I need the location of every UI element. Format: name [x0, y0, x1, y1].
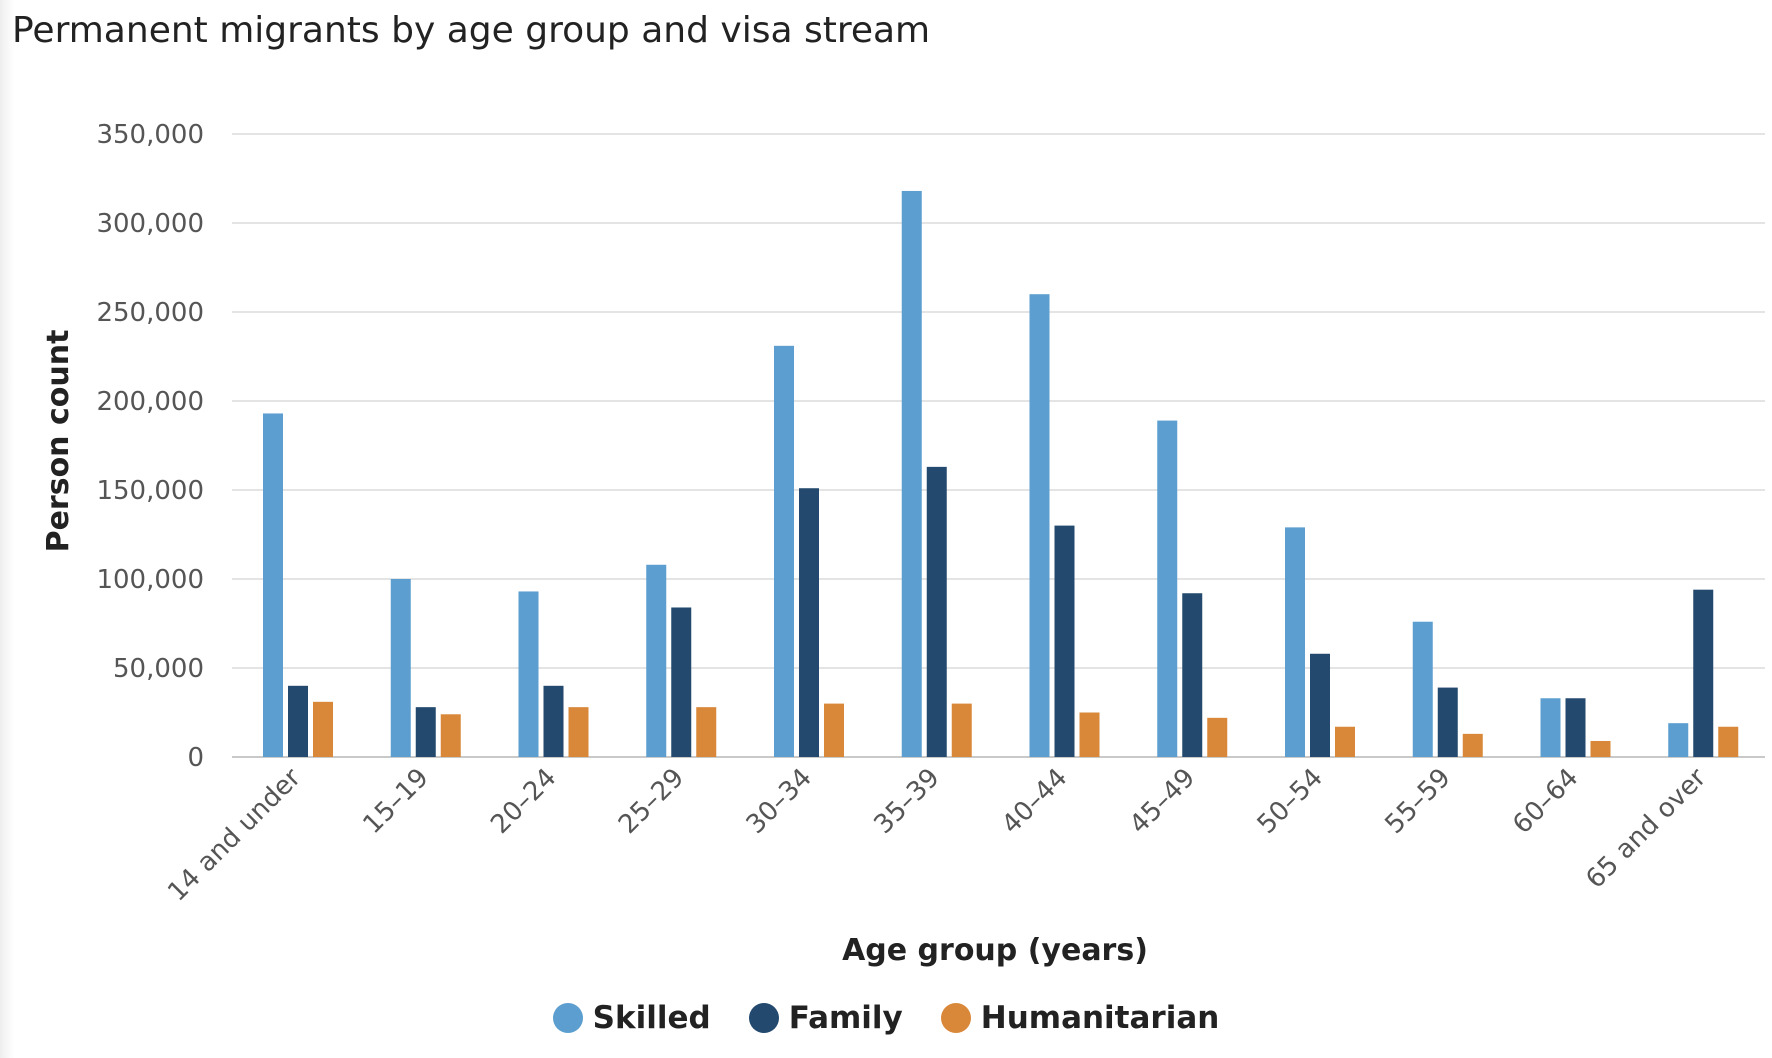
x-tick-label: 65 and over	[1580, 763, 1712, 895]
bar-humanitarian[interactable]	[1718, 726, 1739, 757]
y-axis-ticks: 0 50,000 100,000 150,000 200,000 250,000 300,0…	[96, 120, 204, 773]
x-tick-label: 40–44	[996, 763, 1073, 840]
bar-family[interactable]	[543, 685, 564, 757]
bar-family[interactable]	[1054, 525, 1075, 757]
bar-skilled[interactable]	[1668, 723, 1689, 757]
bar-skilled[interactable]	[1412, 621, 1433, 757]
y-tick-label: 350,000	[96, 120, 204, 150]
bar-skilled[interactable]	[1285, 527, 1305, 757]
bar-family[interactable]	[1310, 653, 1330, 757]
x-tick-label: 45–49	[1124, 763, 1201, 840]
legend-swatch	[552, 1003, 583, 1033]
bar-skilled[interactable]	[1157, 420, 1178, 757]
x-axis-ticks: 14 and under 15–19 20–24 25–29 30–34 35–39 40–…	[162, 763, 1712, 908]
y-tick-label: 50,000	[113, 654, 204, 684]
legend-label: Family	[788, 1000, 903, 1036]
bar-humanitarian[interactable]	[1335, 726, 1355, 757]
bar-family[interactable]	[288, 685, 308, 757]
bar-family[interactable]	[926, 466, 947, 757]
x-tick-label: 15–19	[358, 763, 435, 840]
x-axis-title: Age group (years)	[842, 933, 1148, 968]
bar-skilled[interactable]	[1540, 698, 1561, 757]
x-tick-label: 55–59	[1380, 763, 1457, 840]
bar-family[interactable]	[1565, 698, 1586, 757]
bar-family[interactable]	[1437, 687, 1458, 757]
chart-title: Permanent migrants by age group and visa…	[12, 10, 931, 51]
bar-skilled[interactable]	[774, 345, 794, 757]
legend-item-humanitarian[interactable]: Humanitarian	[940, 1000, 1220, 1036]
bar-humanitarian[interactable]	[1207, 717, 1228, 757]
bar-skilled[interactable]	[518, 591, 539, 757]
x-tick-label: 50–54	[1252, 763, 1329, 840]
x-tick-label: 35–39	[869, 763, 946, 840]
x-tick-label: 60–64	[1507, 763, 1584, 840]
legend-item-family[interactable]: Family	[748, 1000, 903, 1036]
side-shadow	[0, 0, 14, 1058]
bar-skilled[interactable]	[263, 413, 283, 757]
bar-skilled[interactable]	[646, 564, 667, 757]
y-axis-title: Person count	[41, 330, 76, 553]
bar-humanitarian[interactable]	[824, 703, 844, 757]
bar-humanitarian[interactable]	[440, 714, 461, 757]
legend-swatch	[940, 1003, 971, 1033]
legend-label: Humanitarian	[980, 1000, 1220, 1036]
legend-swatch	[748, 1003, 779, 1033]
bar-skilled[interactable]	[390, 579, 411, 757]
x-tick-label: 25–29	[613, 763, 690, 840]
bar-humanitarian[interactable]	[568, 707, 589, 757]
bar-humanitarian[interactable]	[1079, 712, 1100, 758]
bar-family[interactable]	[671, 607, 692, 757]
y-tick-label: 250,000	[96, 298, 204, 328]
y-tick-label: 200,000	[96, 387, 204, 417]
legend: Skilled Family Humanitarian	[0, 1000, 1772, 1036]
bar-family[interactable]	[415, 707, 436, 757]
y-tick-label: 150,000	[96, 476, 204, 506]
bar-humanitarian[interactable]	[951, 703, 972, 757]
x-tick-label: 20–24	[485, 763, 562, 840]
legend-label: Skilled	[592, 1000, 711, 1036]
bar-humanitarian[interactable]	[696, 707, 717, 757]
x-tick-label: 30–34	[741, 763, 818, 840]
bar-family[interactable]	[1182, 593, 1203, 757]
bar-humanitarian[interactable]	[313, 701, 333, 757]
bar-humanitarian[interactable]	[1462, 733, 1483, 757]
bar-family[interactable]	[1693, 589, 1714, 757]
bar-skilled[interactable]	[1029, 294, 1050, 757]
y-tick-label: 100,000	[96, 565, 204, 595]
x-tick-label: 14 and under	[162, 763, 307, 908]
bar-humanitarian[interactable]	[1590, 740, 1611, 757]
bar-chart: 0 50,000 100,000 150,000 200,000 250,000 300,0…	[41, 120, 1765, 968]
bar-family[interactable]	[799, 488, 819, 757]
y-tick-label: 0	[187, 743, 204, 773]
legend-item-skilled[interactable]: Skilled	[552, 1000, 711, 1036]
bar-skilled[interactable]	[901, 190, 922, 757]
grid-lines	[232, 133, 1765, 758]
y-tick-label: 300,000	[96, 209, 204, 239]
bars	[263, 190, 1739, 758]
